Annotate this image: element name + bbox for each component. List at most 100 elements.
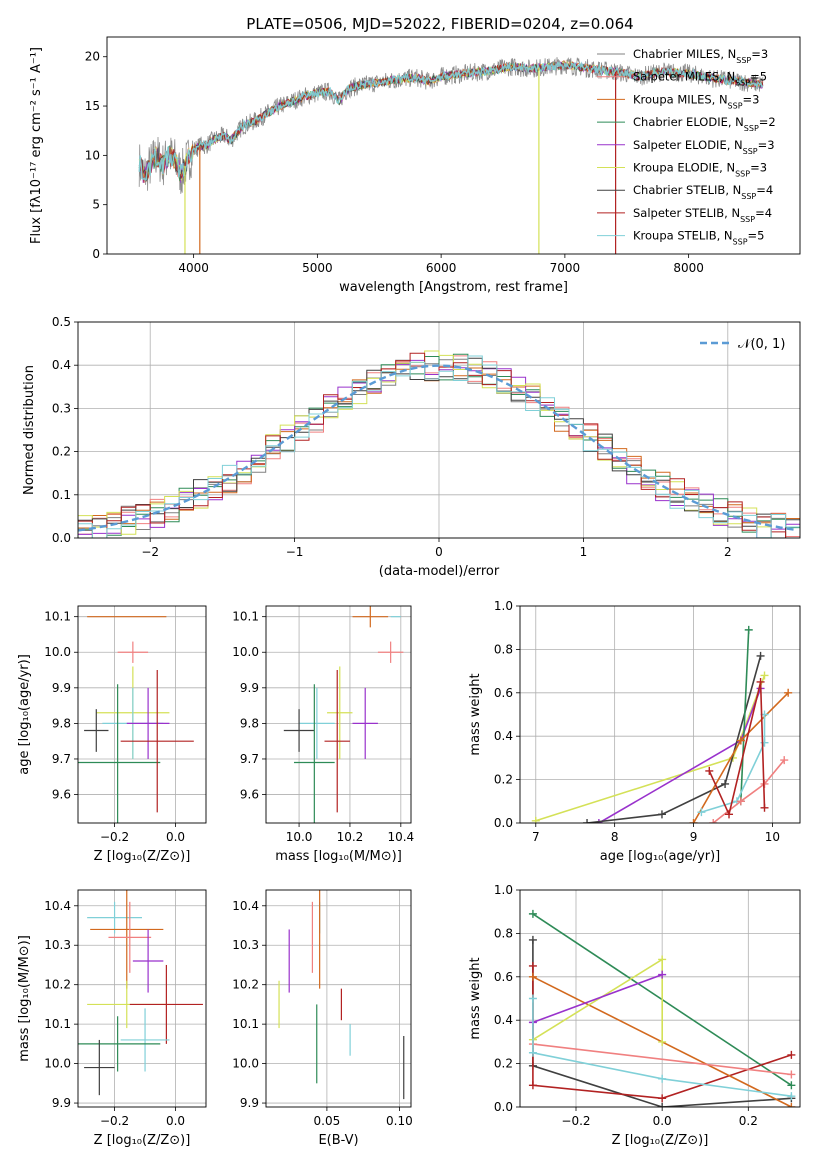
y-tick-label: 10.3	[44, 938, 71, 952]
residuals-panel: −2 −1 0 1 2 0.0 0.1 0.2 0.3 0.4 0.5 (data-model)/er…	[22, 315, 801, 579]
legend-label: Kroupa STELIB, NSSP=5	[633, 229, 764, 247]
weight-marker	[697, 808, 706, 817]
y-tick-label: 0	[92, 247, 100, 261]
weight-marker	[756, 677, 765, 686]
y-tick-label: 9.9	[240, 681, 259, 695]
x-tick-label: 8	[611, 830, 619, 844]
legend-tail: =4	[755, 206, 772, 220]
error-bars	[283, 606, 404, 823]
weight-marker	[531, 816, 540, 823]
weight-line	[712, 759, 785, 823]
weight-line	[708, 681, 766, 817]
legend-subscript: SSP	[740, 214, 755, 223]
y-tick-label: 9.9	[52, 1096, 71, 1110]
y-tick-label: 10.1	[232, 1017, 259, 1031]
weight-line	[532, 998, 792, 1097]
y-tick-label: 9.9	[52, 681, 71, 695]
x-tick-label: 1	[580, 545, 588, 559]
weight-marker	[744, 625, 753, 634]
weight-marker	[709, 819, 718, 823]
x-tick-label: 7000	[550, 261, 581, 275]
legend-subscript: SSP	[735, 78, 750, 87]
y-tick-label: 0.0	[494, 1100, 513, 1114]
error-bars	[78, 616, 194, 823]
legend: 𝒩(0, 1)	[700, 337, 785, 352]
y-tick-label: 10.4	[232, 899, 259, 913]
x-tick-label: −2	[141, 545, 159, 559]
y-tick-label: 0.0	[494, 816, 513, 830]
x-tick-label: 0.10	[386, 1114, 413, 1128]
legend-tail: =5	[750, 70, 767, 84]
y-tick-label: 9.7	[52, 752, 71, 766]
normal-curve	[78, 364, 798, 532]
y-tick-label: 1.0	[494, 599, 513, 613]
y-tick-label: 0.8	[494, 642, 513, 656]
x-tick-label: 0.0	[166, 1114, 185, 1128]
y-tick-label: 10.0	[232, 645, 259, 659]
legend-subscript: SSP	[741, 192, 756, 201]
legend-tail: =2	[759, 115, 776, 129]
y-tick-label: 10.1	[44, 1017, 71, 1031]
error-bars	[278, 890, 405, 1100]
y-tick-label: 0.0	[52, 531, 71, 545]
y-tick-label: 0.4	[52, 358, 71, 372]
age-vs-mass-panel: 10.0 10.2 10.4 9.6 9.7 9.8 9.9 10.0 10.1 mass [lo…	[232, 605, 414, 864]
legend-subscript: SSP	[728, 101, 743, 110]
legend-tail: =3	[750, 161, 767, 175]
weight-marker	[528, 994, 537, 1003]
y-tick-label: 1.0	[494, 883, 513, 897]
x-tick-label: 0.0	[653, 1114, 672, 1128]
y-axis-label: mass [log₁₀(M/M⊙)]	[17, 935, 32, 1062]
grid	[266, 606, 411, 823]
y-tick-label: 10.4	[44, 899, 71, 913]
y-axis-label: mass weight	[468, 957, 483, 1039]
legend-label: 𝒩(0, 1)	[738, 337, 785, 352]
y-tick-label: 9.9	[240, 1096, 259, 1110]
x-tick-label: −0.2	[100, 830, 129, 844]
weight-marker	[760, 671, 769, 680]
y-tick-label: 10	[85, 148, 100, 162]
grid	[520, 605, 800, 824]
weight-vs-metallicity-panel: −0.2 0.0 0.2 0.0 0.2 0.4 0.6 0.8 1.0 Z [log₁₀(Z/Z…	[468, 883, 801, 1148]
y-tick-label: 9.8	[52, 716, 71, 730]
y-tick-label: 10.2	[44, 978, 71, 992]
x-axis-label: wavelength [Angstrom, rest frame]	[339, 280, 568, 295]
legend-label: Chabrier STELIB, NSSP=4	[633, 183, 773, 201]
y-tick-label: 9.6	[52, 788, 71, 802]
weight-marker	[658, 1074, 667, 1083]
x-tick-label: −0.2	[561, 1114, 590, 1128]
y-tick-label: 0.6	[494, 686, 513, 700]
legend-subscript: SSP	[733, 237, 748, 246]
weight-marker	[594, 819, 603, 823]
weight-marker	[658, 970, 667, 979]
axes-frame	[77, 605, 207, 824]
legend-label: Kroupa ELODIE, NSSP=3	[633, 161, 767, 179]
y-tick-label: 0.2	[494, 773, 513, 787]
y-tick-label: 0.4	[494, 729, 513, 743]
axes-frame	[265, 605, 412, 824]
weight-marker	[784, 688, 793, 697]
y-tick-label: 0.4	[494, 1013, 513, 1027]
weight-line	[532, 957, 663, 1042]
weight-lines	[528, 909, 796, 1107]
legend-label: Salpeter ELODIE, NSSP=3	[633, 138, 775, 156]
legend-label: Salpeter MILES, NSSP=5	[633, 70, 767, 88]
spectrum-panel: 4000 5000 6000 7000 8000 0 5 10 15 20 wavelength […	[29, 36, 801, 295]
weight-line	[532, 1043, 792, 1076]
figure-title: PLATE=0506, MJD=52022, FIBERID=0204, z=0…	[246, 15, 633, 33]
weight-line	[740, 629, 750, 802]
y-tick-label: 15	[85, 99, 100, 113]
weight-marker	[658, 1103, 667, 1107]
weight-vs-age-panel: 7 8 9 10 0.0 0.2 0.4 0.6 0.8 1.0 age [log₁₀(age/yr…	[468, 599, 801, 864]
legend-label: Salpeter STELIB, NSSP=4	[633, 206, 772, 224]
weight-marker	[689, 819, 698, 823]
weight-marker	[787, 1081, 796, 1090]
weight-marker	[787, 1070, 796, 1079]
axes-frame	[519, 889, 801, 1108]
x-axis-label: Z [log₁₀(Z/Z⊙)]	[94, 1133, 191, 1148]
weight-marker	[658, 1037, 667, 1046]
legend-tail: =3	[758, 138, 775, 152]
y-tick-label: 0.2	[52, 445, 71, 459]
weight-lines	[531, 625, 793, 823]
